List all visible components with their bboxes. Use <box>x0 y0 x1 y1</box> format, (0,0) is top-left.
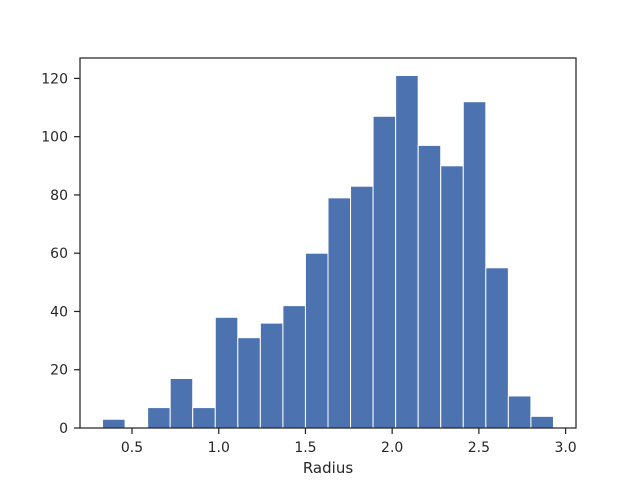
histogram-bar <box>507 395 532 429</box>
y-tick-label: 20 <box>50 363 68 379</box>
histogram-bar <box>282 305 306 429</box>
histogram-bar <box>259 322 284 429</box>
y-tick-label: 60 <box>50 246 68 262</box>
histogram-bar <box>350 185 374 429</box>
bars-group <box>102 74 554 429</box>
histogram-bar <box>530 415 554 429</box>
x-tick-label: 2.0 <box>381 440 403 456</box>
histogram-bar <box>102 418 126 429</box>
x-tick-label: 3.0 <box>554 440 576 456</box>
histogram-bar <box>485 267 509 429</box>
y-tick-label: 120 <box>41 71 68 87</box>
histogram-bar <box>304 252 329 429</box>
histogram-bar <box>417 144 442 429</box>
histogram-bar <box>327 197 352 429</box>
histogram-bar <box>237 337 261 429</box>
y-tick-label: 100 <box>41 130 68 146</box>
histogram-bar <box>169 377 194 429</box>
y-tick-label: 80 <box>50 188 68 204</box>
x-axis-ticks: 0.5 1.0 1.5 2.0 2.5 3.0 <box>121 428 577 456</box>
histogram-bar <box>214 316 239 429</box>
y-axis-ticks: 0 20 40 60 80 100 120 <box>41 71 80 437</box>
x-tick-label: 1.5 <box>294 440 316 456</box>
x-tick-label: 1.0 <box>208 440 230 456</box>
histogram-bar <box>147 407 171 429</box>
x-tick-label: 0.5 <box>121 440 143 456</box>
histogram-bar <box>395 74 419 429</box>
histogram-bar <box>192 407 216 429</box>
histogram-bar <box>372 115 397 429</box>
y-tick-label: 40 <box>50 304 68 320</box>
plot-frame <box>79 57 577 429</box>
x-tick-label: 2.5 <box>468 440 490 456</box>
y-tick-label: 0 <box>59 421 68 437</box>
histogram-bar <box>462 101 487 429</box>
histogram-bar <box>440 165 464 429</box>
x-axis-label: Radius <box>303 459 353 477</box>
